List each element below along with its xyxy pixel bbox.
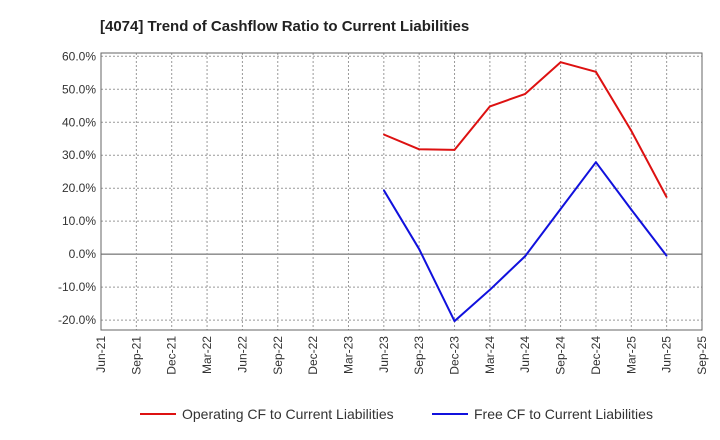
y-tick-label: 50.0% [62,82,96,96]
y-tick-label: 30.0% [62,148,96,162]
data-point [595,70,597,73]
y-tick-label: 10.0% [62,214,96,228]
x-tick-label: Mar-22 [200,336,214,374]
series-lines [382,61,668,323]
x-tick-label: Dec-21 [165,336,179,375]
x-tick-label: Dec-23 [448,336,462,375]
y-tick-label: -10.0% [58,280,96,294]
data-point [524,255,527,257]
x-tick-label: Mar-25 [624,336,638,374]
data-point [559,61,562,64]
data-point [383,189,385,191]
x-tick-label: Jun-22 [235,336,249,373]
x-axis-ticks: Jun-21 Sep-21 Dec-21 Mar-22 Jun-22 Sep-22 Dec-… [94,336,709,375]
data-point [665,196,668,198]
x-tick-label: Jun-24 [518,336,532,373]
x-tick-label: Jun-25 [660,336,674,373]
x-tick-label: Sep-22 [271,336,285,375]
chart-title: [4074] Trend of Cashflow Ratio to Curren… [100,18,469,35]
legend-label: Operating CF to Current Liabilities [182,406,394,422]
data-point [383,133,385,136]
data-point [595,161,597,163]
x-tick-label: Dec-22 [306,336,320,375]
x-tick-label: Dec-24 [589,336,603,375]
x-tick-label: Sep-24 [554,336,568,375]
grid-lines [101,53,702,330]
y-tick-label: 20.0% [62,181,96,195]
y-axis-ticks: 60.0% 50.0% 40.0% 30.0% 20.0% 10.0% 0.0% -10.0%… [58,49,96,327]
x-tick-label: Sep-23 [412,336,426,375]
plot-area [100,52,703,331]
data-point [418,248,420,251]
y-tick-label: -20.0% [58,313,96,327]
x-tick-label: Sep-25 [695,336,709,375]
y-tick-label: 60.0% [62,49,96,63]
y-tick-label: 40.0% [62,115,96,129]
data-point [630,130,633,132]
legend: Operating CF to Current Liabilities Free … [140,406,653,422]
data-point [453,149,456,151]
x-tick-label: Jun-21 [94,336,108,373]
data-point [453,320,456,322]
data-point [524,93,527,95]
data-point [418,148,420,151]
legend-label: Free CF to Current Liabilities [474,406,653,422]
data-point [665,255,668,257]
data-point [489,288,491,291]
x-tick-label: Jun-23 [377,336,391,373]
data-point [559,208,562,210]
x-tick-label: Mar-24 [483,336,497,374]
data-point [489,105,491,108]
y-tick-label: 0.0% [69,247,97,261]
data-point [630,208,633,211]
x-tick-label: Mar-23 [341,336,355,374]
x-tick-label: Sep-21 [129,336,143,375]
